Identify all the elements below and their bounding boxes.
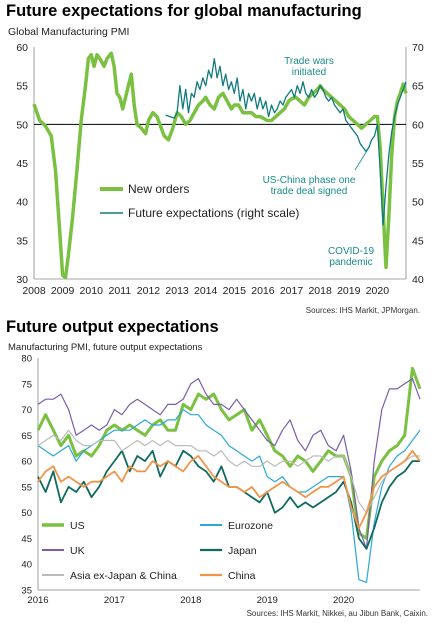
chart1-xtick-label: 2014 <box>194 285 218 297</box>
chart2-ytick-label: 35 <box>21 586 32 597</box>
chart2-ylabel: Manufacturing PMI, future output expecta… <box>8 342 203 353</box>
chart1-y2tick-label: 40 <box>412 274 424 286</box>
chart2-ytick-label: 40 <box>21 560 32 571</box>
chart1-y2tick-label: 65 <box>412 81 424 93</box>
chart2-legend-label-5: Asia ex-Japan & China <box>70 570 177 582</box>
chart2-series-line-2 <box>37 409 421 583</box>
chart1-ytick-label: 45 <box>16 158 28 170</box>
chart2-ytick-label: 75 <box>21 379 32 390</box>
chart2-ytick-label: 45 <box>21 534 32 545</box>
chart1-ytick-label: 35 <box>16 235 28 247</box>
chart1-ytick-label: 50 <box>16 119 28 131</box>
chart1-ylabel: Global Manufacturing PMI <box>8 26 129 38</box>
chart2-legend-label-3: UK <box>70 545 85 557</box>
chart2-legend-label-4: Japan <box>228 545 257 557</box>
chart1-series-line-2 <box>165 57 407 226</box>
chart1-xtick-label: 2016 <box>251 285 275 297</box>
chart1-xtick-label: 2009 <box>51 285 75 297</box>
chart1-xtick-label: 2019 <box>337 285 361 297</box>
chart2-legend-label-2: Eurozone <box>228 520 273 532</box>
chart1-y2tick-label: 45 <box>412 235 424 247</box>
chart1-xtick-label: 2010 <box>80 285 104 297</box>
chart2-xtick-label: 2017 <box>104 595 125 606</box>
chart1-ytick-label: 40 <box>16 197 28 209</box>
chart2-series-line-1 <box>36 366 422 540</box>
chart2-ytick-label: 70 <box>21 405 32 416</box>
chart2-ytick-label: 60 <box>21 457 32 468</box>
chart2-title: Future output expectations <box>6 318 219 336</box>
chart1-y2tick-label: 70 <box>412 42 424 54</box>
chart2-ytick-label: 55 <box>21 482 32 493</box>
chart1-xtick-label: 2018 <box>308 285 332 297</box>
chart2-legend-label-6: China <box>228 570 256 582</box>
chart2-ytick-label: 65 <box>21 431 32 442</box>
chart1-annotation-line1-1: Trade wars <box>284 56 334 67</box>
chart1-xtick-label: 2015 <box>223 285 247 297</box>
chart2-series-line-3 <box>37 378 421 550</box>
chart1-annotation-line2-3: pandemic <box>329 257 372 268</box>
chart2-ytick-label: 50 <box>21 508 32 519</box>
chart1-xtick-label: 2008 <box>22 285 46 297</box>
chart1-legend-label-2: Future expectations (right scale) <box>128 206 299 220</box>
chart1-annotation-line2-1: initiated <box>292 67 326 78</box>
chart1-xtick-label: 2012 <box>137 285 161 297</box>
chart1-ytick-label: 30 <box>16 274 28 286</box>
chart1-annotation-line1-3: COVID-19 <box>328 246 375 257</box>
chart2-ytick-label: 80 <box>21 354 32 365</box>
chart1-xtick-label: 2017 <box>280 285 304 297</box>
chart1-xtick-label: 2013 <box>165 285 189 297</box>
chart1-annotation-pointer <box>354 145 371 171</box>
chart1-ytick-label: 60 <box>16 42 28 54</box>
chart2-xtick-label: 2020 <box>333 595 354 606</box>
chart2-xtick-label: 2016 <box>27 595 48 606</box>
chart2-xtick-label: 2018 <box>180 595 201 606</box>
chart1-xtick-label: 2020 <box>366 285 390 297</box>
chart2-xtick-label: 2019 <box>257 595 278 606</box>
chart1-annotation-line1-2: US-China phase one <box>263 175 356 186</box>
chart1-legend-label-1: New orders <box>128 182 189 196</box>
chart2-source: Sources: IHS Markit, Nikkei, au Jibun Ba… <box>247 609 428 618</box>
chart2-legend-label-1: US <box>70 520 85 532</box>
chart1-y2tick-label: 50 <box>412 197 424 209</box>
chart1-xtick-label: 2011 <box>109 285 132 297</box>
chart1-title: Future expectations for global manufactu… <box>6 2 362 20</box>
chart1-annotation-line2-2: trade deal signed <box>271 186 348 197</box>
chart1-y2tick-label: 60 <box>412 119 424 131</box>
chart2-series-line-6 <box>37 449 421 529</box>
chart1-source: Sources: IHS Markit, JPMorgan. <box>306 306 420 315</box>
chart1-y2tick-label: 55 <box>412 158 424 170</box>
chart2-series-line-5 <box>37 429 420 514</box>
chart1-ytick-label: 55 <box>16 81 28 93</box>
chart1-series-line-1 <box>32 51 408 280</box>
